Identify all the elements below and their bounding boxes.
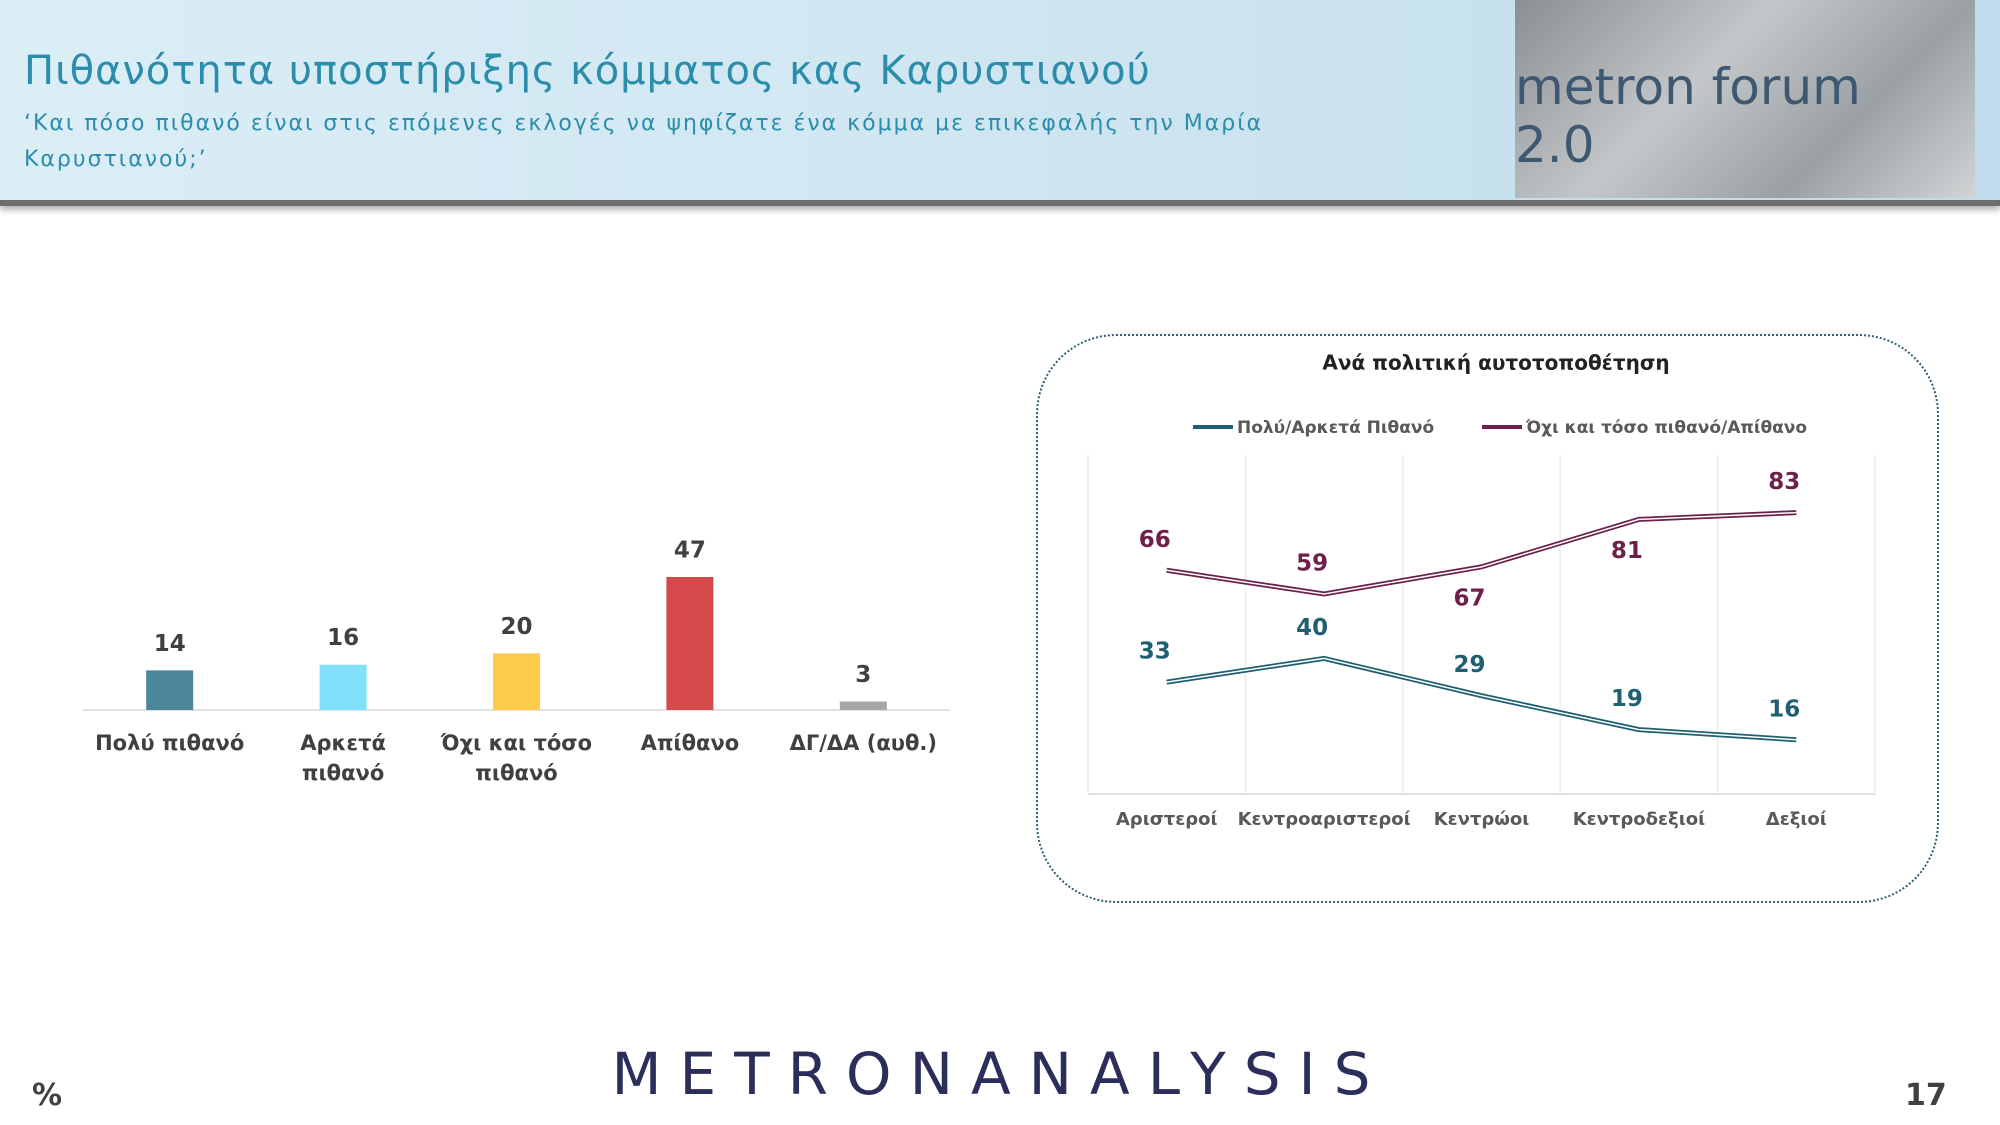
- legend-label: Πολύ/Αρκετά Πιθανό: [1237, 418, 1434, 438]
- value-label: 66: [1139, 527, 1171, 553]
- x-tick-label: Απίθανο: [640, 731, 740, 755]
- bar: [319, 664, 367, 710]
- bar: [493, 653, 540, 710]
- value-label: 47: [674, 537, 706, 563]
- line-highlight: [1166, 657, 1797, 741]
- logo-text: metron forum 2.0: [1515, 58, 1861, 174]
- chart-frame: [1036, 334, 1939, 903]
- value-label: 19: [1611, 686, 1643, 712]
- chart-title: Ανά πολιτική αυτοτοποθέτηση: [1322, 351, 1669, 375]
- logo: metron forum 2.0: [1515, 0, 1975, 198]
- value-label: 33: [1139, 639, 1171, 665]
- value-label: 83: [1768, 469, 1800, 495]
- value-label: 16: [327, 625, 359, 651]
- value-label: 59: [1296, 550, 1328, 576]
- value-label: 81: [1611, 538, 1643, 564]
- x-tick-label: Δεξιοί: [1766, 809, 1827, 830]
- subtitle: ‘Και πόσο πιθανό είναι στις επόμενες εκλ…: [24, 111, 1264, 172]
- value-label: 14: [154, 631, 186, 657]
- x-tick-label: Κεντρώοι: [1434, 809, 1530, 830]
- x-tick-label: Όχι και τόσο πιθανό: [440, 731, 593, 785]
- header: Πιθανότητα υποστήριξης κόμματος κας Καρυ…: [0, 0, 2000, 206]
- bar: [146, 670, 194, 710]
- x-tick-label: ΔΓ/ΔΑ (αυθ.): [789, 731, 937, 755]
- bar: [666, 576, 714, 710]
- title: Πιθανότητα υποστήριξης κόμματος κας Καρυ…: [24, 48, 1151, 94]
- legend-label: Όχι και τόσο πιθανό/Απίθανο: [1525, 418, 1807, 438]
- value-label: 3: [855, 662, 871, 688]
- bar: [839, 701, 887, 710]
- value-label: 16: [1768, 696, 1800, 722]
- x-tick-label: Κεντροδεξιοί: [1573, 809, 1705, 830]
- value-label: 20: [500, 614, 532, 640]
- x-tick-label: Κεντροαριστεροί: [1238, 809, 1411, 830]
- unit: %: [32, 1078, 63, 1113]
- line-highlight: [1166, 511, 1797, 595]
- page-number: 17: [1905, 1078, 1947, 1113]
- brand: METRONANALYSIS: [611, 1040, 1389, 1108]
- value-label: 40: [1296, 615, 1328, 641]
- value-label: 29: [1453, 652, 1485, 678]
- x-tick-label: Πολύ πιθανό: [95, 731, 245, 755]
- x-tick-label: Αρκετά πιθανό: [300, 731, 386, 785]
- x-tick-label: Αριστεροί: [1116, 809, 1218, 830]
- value-label: 67: [1453, 585, 1485, 611]
- line: [1166, 510, 1797, 597]
